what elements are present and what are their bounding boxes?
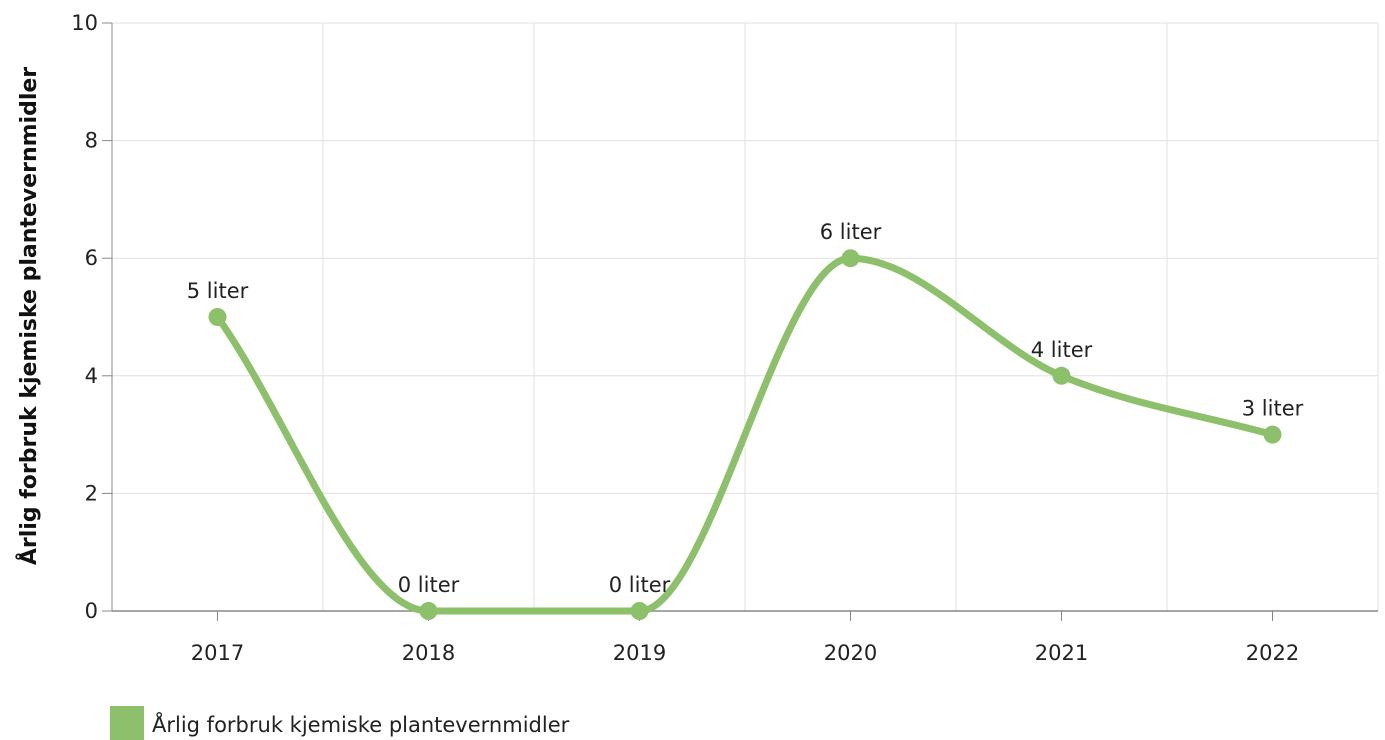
data-label: 0 liter — [609, 573, 671, 597]
grid-lines — [112, 22, 1379, 611]
y-tick-label: 4 — [85, 364, 98, 388]
axes — [111, 23, 1378, 612]
data-point[interactable] — [630, 602, 649, 620]
x-tick-label: 2020 — [824, 641, 877, 665]
x-tick-label: 2019 — [613, 641, 666, 665]
legend-swatch — [110, 706, 144, 740]
y-axis-label: Årlig forbruk kjemiske plantevernmidler — [16, 67, 42, 565]
data-label: 4 liter — [1031, 338, 1093, 362]
data-label: 3 liter — [1242, 397, 1304, 421]
x-tick-label: 2021 — [1035, 641, 1088, 665]
y-tick-label: 8 — [85, 129, 98, 153]
y-tick-label: 2 — [85, 481, 98, 505]
data-label: 5 liter — [187, 279, 249, 303]
legend-label: Årlig forbruk kjemiske plantevernmidler — [152, 711, 570, 737]
y-tick-label: 10 — [71, 11, 98, 35]
data-label: 6 liter — [820, 220, 882, 244]
y-tick-label: 6 — [85, 246, 98, 270]
data-point[interactable] — [419, 602, 438, 620]
data-point[interactable] — [1052, 366, 1071, 385]
x-tick-label: 2017 — [191, 641, 244, 665]
data-label: 0 liter — [398, 573, 460, 597]
y-tick-label: 0 — [85, 599, 98, 623]
data-point[interactable] — [1263, 425, 1282, 444]
data-point[interactable] — [841, 249, 860, 268]
legend[interactable]: Årlig forbruk kjemiske plantevernmidler — [110, 706, 570, 740]
x-tick-label: 2018 — [402, 641, 455, 665]
y-axis-ticks: 0 2 4 6 8 10 — [71, 11, 112, 623]
data-point[interactable] — [208, 308, 227, 326]
series-group: 5 liter 0 liter 0 liter 6 liter 4 liter 3 lit… — [187, 220, 1304, 620]
x-tick-label: 2022 — [1246, 641, 1299, 665]
x-axis-ticks: 2017 2018 2019 2020 2021 2022 — [191, 611, 1299, 665]
